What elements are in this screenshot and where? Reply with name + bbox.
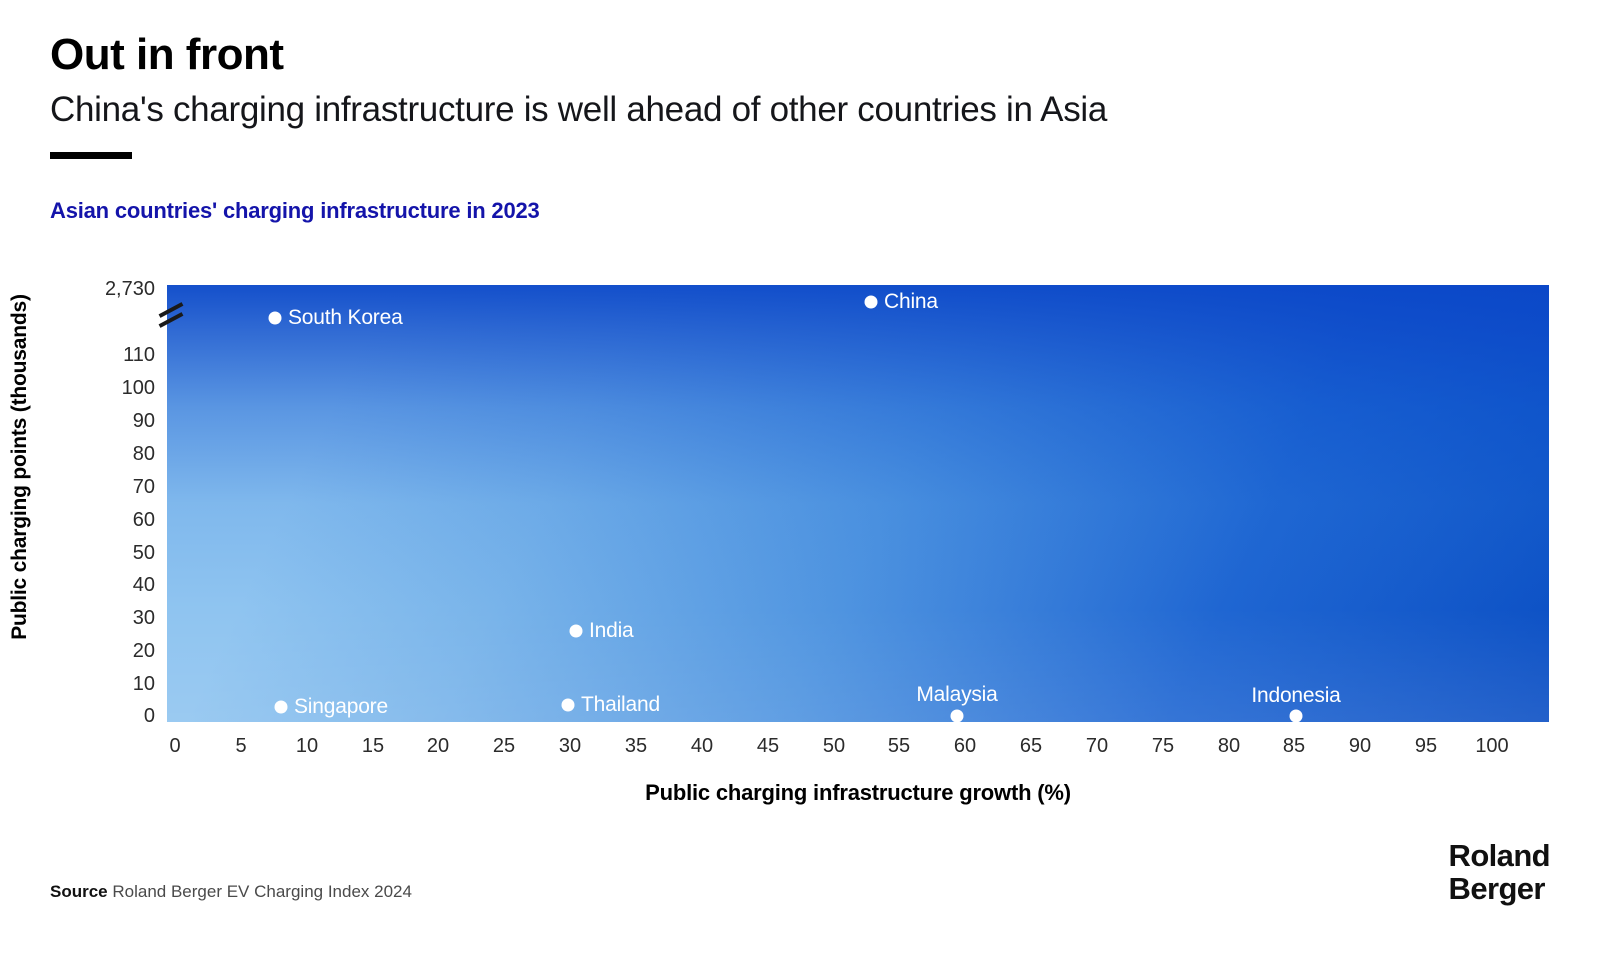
x-tick-95: 95 bbox=[1414, 735, 1438, 757]
x-tick-85: 85 bbox=[1282, 735, 1306, 757]
y-tick-110: 110 bbox=[123, 344, 155, 366]
x-tick-50: 50 bbox=[822, 735, 846, 757]
y-tick-30: 30 bbox=[132, 607, 155, 629]
source-text: Roland Berger EV Charging Index 2024 bbox=[112, 882, 412, 901]
y-tick-80: 80 bbox=[132, 443, 155, 465]
data-point-singapore[interactable] bbox=[274, 700, 288, 714]
data-point-india[interactable] bbox=[569, 624, 583, 638]
x-tick-60: 60 bbox=[953, 735, 977, 757]
y-axis-break-mark-upper bbox=[158, 302, 184, 318]
x-tick-65: 65 bbox=[1019, 735, 1043, 757]
y-axis-title: Public charging points (thousands) bbox=[8, 187, 32, 747]
logo-line-2: Berger bbox=[1448, 870, 1546, 906]
data-point-south-korea[interactable] bbox=[268, 311, 282, 325]
y-axis-title-text: Public charging points (thousands) bbox=[8, 294, 31, 640]
source-note: Source Roland Berger EV Charging Index 2… bbox=[50, 882, 412, 902]
y-tick-20: 20 bbox=[132, 640, 155, 662]
data-label-malaysia: Malaysia bbox=[916, 683, 998, 706]
x-tick-5: 5 bbox=[235, 735, 247, 757]
y-tick-90: 90 bbox=[132, 410, 155, 432]
x-tick-30: 30 bbox=[558, 735, 582, 757]
data-label-singapore: Singapore bbox=[294, 695, 388, 718]
y-tick-60: 60 bbox=[132, 509, 155, 531]
x-tick-45: 45 bbox=[756, 735, 780, 757]
data-point-indonesia[interactable] bbox=[1289, 709, 1303, 723]
page-title: Out in front bbox=[50, 30, 284, 79]
data-label-indonesia: Indonesia bbox=[1251, 684, 1341, 707]
x-tick-0: 0 bbox=[169, 735, 181, 757]
x-tick-40: 40 bbox=[690, 735, 714, 757]
x-tick-10: 10 bbox=[295, 735, 319, 757]
page-subtitle: China's charging infrastructure is well … bbox=[50, 90, 1108, 130]
x-tick-70: 70 bbox=[1085, 735, 1109, 757]
x-tick-25: 25 bbox=[492, 735, 516, 757]
y-tick-2730: 2,730 bbox=[104, 278, 155, 300]
x-tick-35: 35 bbox=[624, 735, 648, 757]
y-axis-break-mark-lower bbox=[158, 312, 184, 328]
x-tick-55: 55 bbox=[887, 735, 911, 757]
data-point-thailand[interactable] bbox=[561, 698, 575, 712]
x-tick-80: 80 bbox=[1217, 735, 1241, 757]
x-tick-90: 90 bbox=[1348, 735, 1372, 757]
x-tick-20: 20 bbox=[426, 735, 450, 757]
y-tick-100: 100 bbox=[121, 377, 155, 399]
y-tick-10: 10 bbox=[132, 673, 155, 695]
y-tick-70: 70 bbox=[132, 476, 155, 498]
data-point-malaysia[interactable] bbox=[950, 709, 964, 723]
logo-line-1: Roland bbox=[1448, 838, 1551, 873]
data-label-india: India bbox=[589, 619, 634, 642]
x-tick-15: 15 bbox=[361, 735, 385, 757]
data-label-china: China bbox=[884, 290, 938, 313]
source-label: Source bbox=[50, 882, 108, 901]
plot-area bbox=[167, 285, 1549, 722]
chart-title: Asian countries' charging infrastructure… bbox=[50, 198, 540, 223]
x-axis-title: Public charging infrastructure growth (%… bbox=[167, 780, 1549, 806]
y-tick-0: 0 bbox=[143, 705, 155, 727]
y-tick-50: 50 bbox=[132, 542, 155, 564]
data-point-china[interactable] bbox=[864, 295, 878, 309]
x-tick-100: 100 bbox=[1475, 735, 1509, 757]
y-tick-40: 40 bbox=[132, 574, 155, 596]
data-label-south-korea: South Korea bbox=[288, 306, 403, 329]
data-label-thailand: Thailand bbox=[581, 693, 660, 716]
header: Out in front China's charging infrastruc… bbox=[50, 30, 1550, 160]
x-axis-title-text: Public charging infrastructure growth (%… bbox=[645, 780, 1071, 805]
title-rule-divider bbox=[50, 152, 132, 160]
roland-berger-logo: Roland Berger bbox=[1448, 838, 1551, 906]
x-tick-75: 75 bbox=[1151, 735, 1175, 757]
